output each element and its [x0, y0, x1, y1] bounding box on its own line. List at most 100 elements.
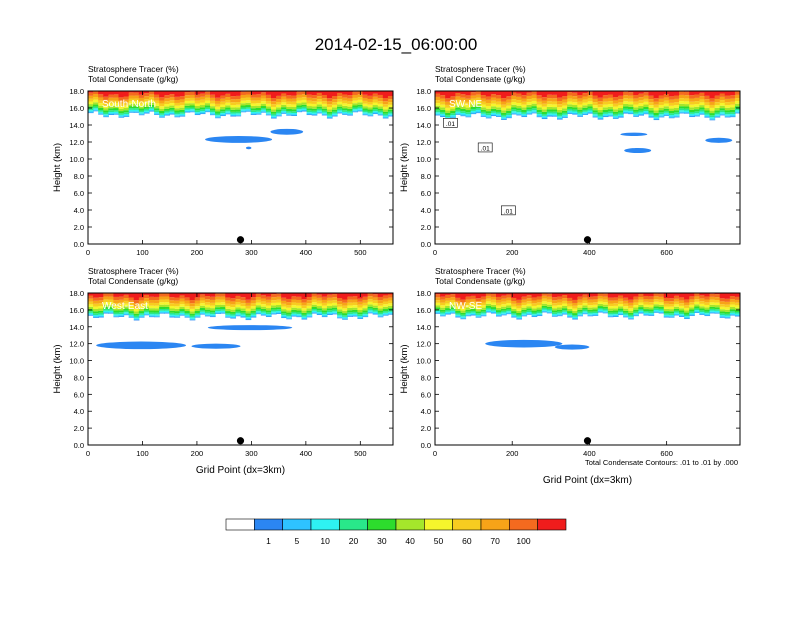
tracer-cell	[357, 108, 363, 109]
tracer-cell	[715, 96, 721, 99]
tracer-cell	[159, 109, 165, 111]
tracer-cell	[235, 310, 241, 312]
tracer-cell	[527, 93, 533, 96]
tracer-cell	[271, 107, 277, 110]
tracer-cell	[327, 98, 333, 101]
tracer-cell	[296, 285, 302, 297]
tracer-cell	[373, 294, 379, 297]
tracer-cell	[689, 110, 695, 112]
tracer-cell	[271, 303, 277, 306]
tracer-cell	[613, 107, 619, 110]
tracer-cell	[139, 95, 145, 98]
tracer-cell	[511, 113, 517, 114]
tracer-cell	[638, 108, 644, 110]
tracer-cell	[481, 285, 487, 297]
tracer-cell	[694, 115, 700, 116]
tracer-cell	[440, 107, 446, 109]
tracer-cell	[603, 307, 609, 309]
tracer-cell	[659, 117, 665, 118]
tracer-cell	[582, 103, 588, 106]
tracer-cell	[710, 120, 716, 121]
tracer-cell	[496, 297, 502, 300]
tracer-cell	[195, 95, 201, 98]
tracer-cell	[261, 307, 267, 309]
tracer-cell	[246, 111, 252, 112]
tracer-cell	[516, 317, 522, 318]
tracer-cell	[679, 314, 685, 315]
tracer-cell	[225, 297, 231, 300]
tracer-cell	[357, 302, 363, 305]
tracer-cell	[210, 297, 216, 300]
tracer-cell	[582, 311, 588, 312]
tracer-cell	[103, 112, 109, 114]
tracer-cell	[598, 310, 604, 311]
tracer-cell	[276, 305, 282, 307]
tracer-cell	[108, 95, 114, 98]
tracer-cell	[286, 101, 292, 104]
tracer-cell	[521, 312, 527, 314]
tracer-cell	[180, 96, 186, 99]
tracer-cell	[266, 303, 272, 306]
tracer-cell	[567, 285, 573, 298]
tracer-cell	[547, 113, 553, 115]
tracer-cell	[205, 107, 211, 109]
tracer-cell	[511, 105, 517, 107]
tracer-cell	[628, 285, 634, 300]
tracer-cell	[557, 297, 563, 300]
tracer-cell	[93, 298, 99, 301]
tracer-cell	[337, 309, 343, 311]
tracer-cell	[588, 315, 594, 316]
tracer-cell	[373, 314, 379, 315]
tracer-cell	[347, 303, 353, 306]
tracer-cell	[598, 110, 604, 112]
tracer-cell	[613, 104, 619, 107]
tracer-cell	[623, 101, 629, 104]
tracer-cell	[241, 108, 247, 110]
tracer-cell	[628, 102, 634, 105]
tracer-cell	[593, 117, 599, 118]
tracer-cell	[598, 296, 604, 299]
tracer-cell	[271, 310, 277, 312]
tracer-cell	[542, 296, 548, 299]
tracer-cell	[593, 285, 599, 297]
tracer-cell	[506, 103, 512, 106]
tracer-cell	[643, 296, 649, 299]
tracer-cell	[256, 100, 262, 103]
tracer-cell	[699, 112, 705, 114]
tracer-cell	[516, 308, 522, 310]
tracer-cell	[210, 314, 216, 315]
tracer-cell	[261, 98, 267, 101]
tracer-cell	[481, 297, 487, 300]
tracer-cell	[654, 293, 660, 296]
tracer-cell	[307, 314, 313, 315]
tracer-cell	[725, 116, 731, 117]
tracer-cell	[352, 108, 358, 110]
tracer-cell	[256, 83, 262, 95]
tracer-cell	[302, 105, 308, 107]
tracer-cell	[593, 96, 599, 99]
y-tick-label: 14.0	[416, 121, 431, 130]
tracer-cell	[342, 103, 348, 106]
tracer-cell	[241, 309, 247, 311]
tracer-cell	[669, 117, 675, 118]
tracer-cell	[730, 112, 736, 114]
tracer-cell	[276, 99, 282, 102]
tracer-cell	[710, 300, 716, 303]
y-tick-label: 16.0	[69, 104, 84, 113]
tracer-cell	[664, 97, 670, 100]
tracer-cell	[710, 102, 716, 105]
tracer-cell	[185, 103, 191, 105]
tracer-cell	[93, 304, 99, 307]
tracer-cell	[720, 93, 726, 96]
tracer-cell	[373, 97, 379, 100]
tracer-cell	[93, 313, 99, 315]
tracer-cell	[704, 296, 710, 299]
tracer-cell	[593, 99, 599, 102]
tracer-cell	[710, 297, 716, 300]
tracer-cell	[378, 297, 384, 300]
tracer-cell	[225, 110, 231, 112]
tracer-cell	[684, 95, 690, 98]
tracer-cell	[312, 98, 318, 101]
tracer-cell	[363, 285, 369, 297]
tracer-cell	[623, 314, 629, 315]
